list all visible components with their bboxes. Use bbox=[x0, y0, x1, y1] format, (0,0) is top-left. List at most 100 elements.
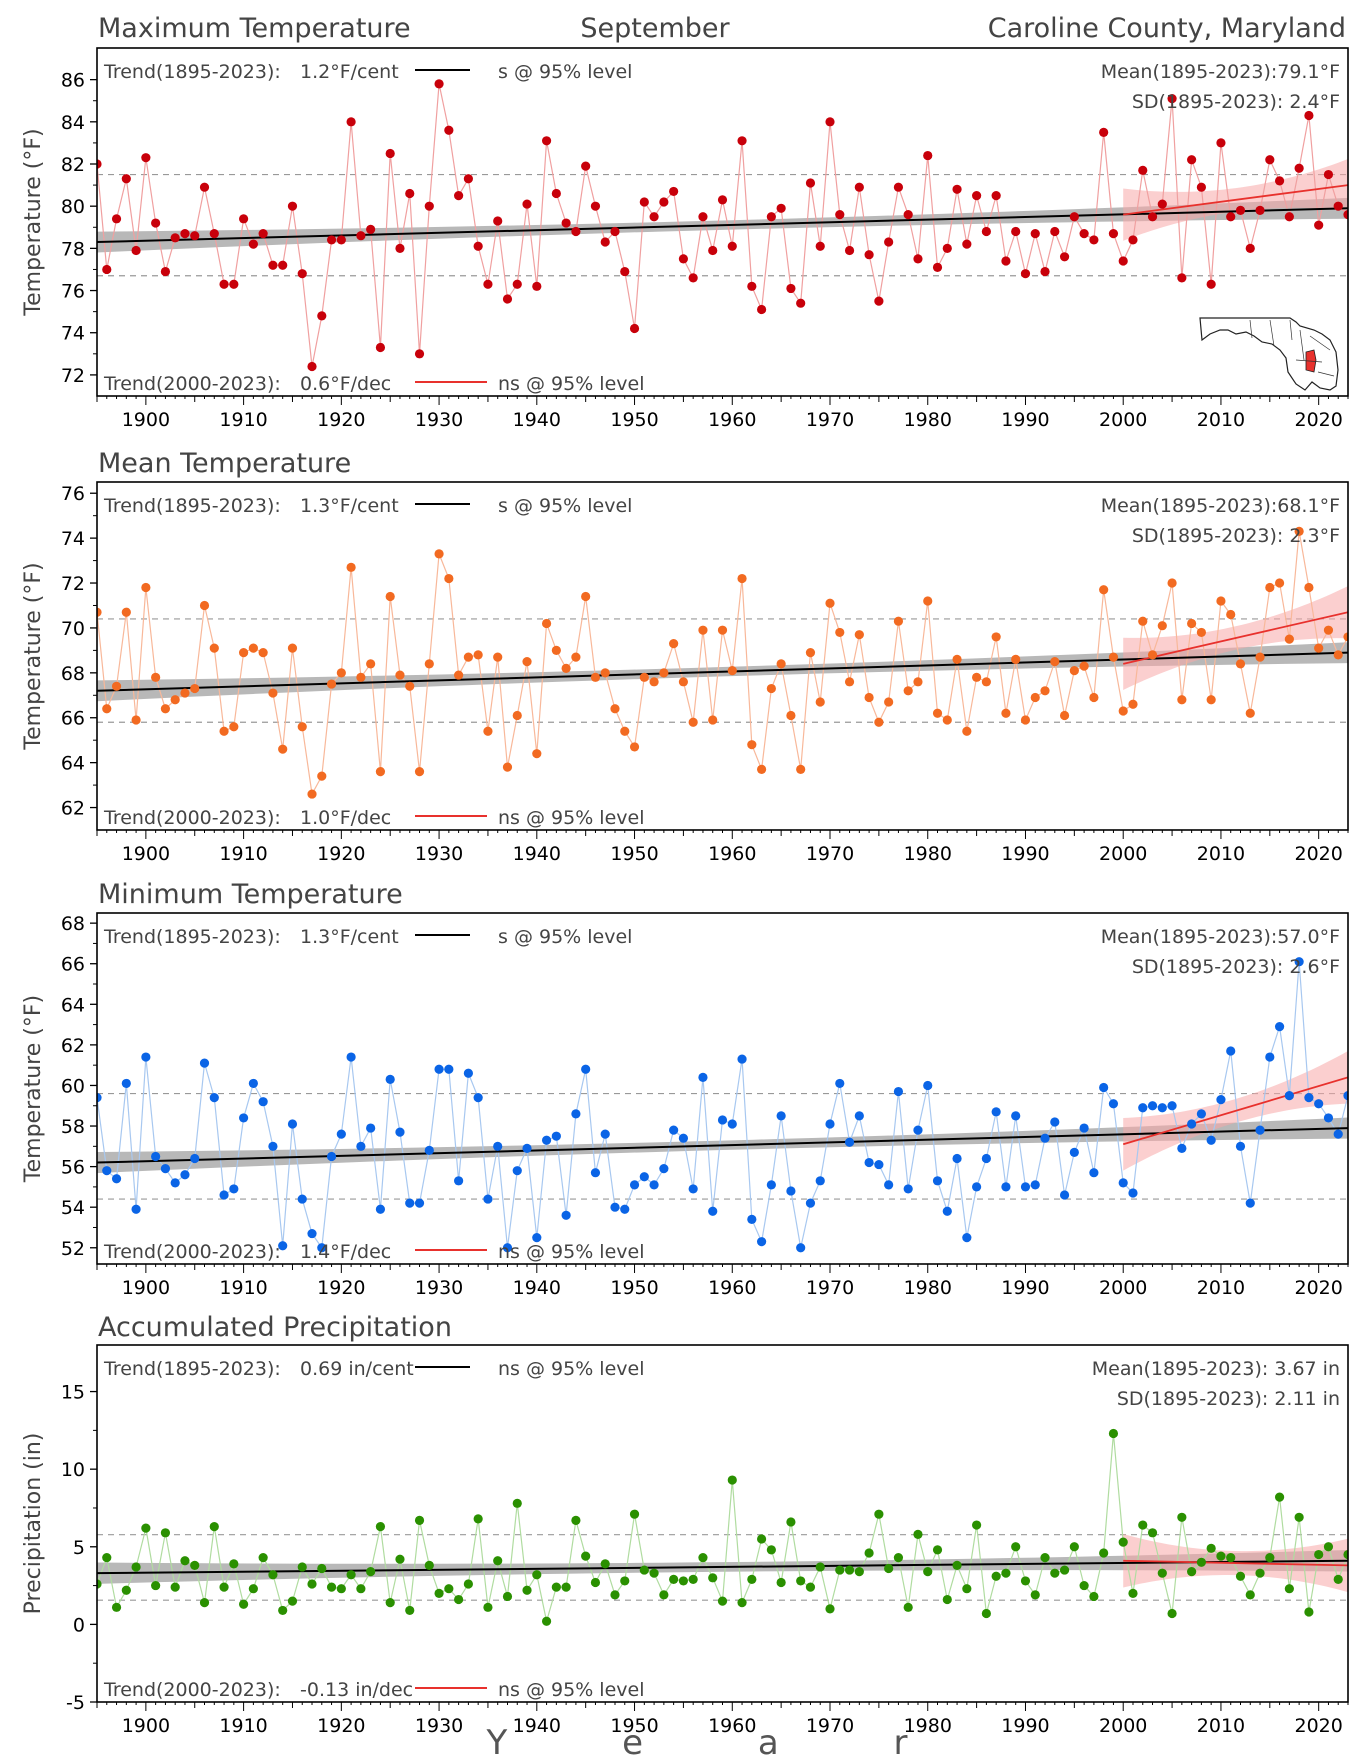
data-point-2003 bbox=[1147, 1528, 1158, 1538]
data-point-1940 bbox=[532, 749, 542, 759]
data-point-1938 bbox=[512, 279, 522, 289]
data-point-1969 bbox=[815, 1176, 825, 1186]
data-point-1943 bbox=[561, 1210, 571, 1220]
data-point-1970 bbox=[825, 1604, 835, 1614]
data-point-1962 bbox=[747, 1574, 757, 1584]
data-point-1997 bbox=[1089, 1591, 1099, 1602]
long-term-trend-line bbox=[97, 1559, 1348, 1575]
long-trend-label: Trend(1895-2023): bbox=[103, 61, 281, 83]
x-tick-label: 2000 bbox=[1099, 409, 1147, 431]
data-point-1947 bbox=[600, 668, 610, 678]
data-point-1990 bbox=[1020, 1182, 1031, 1192]
data-point-1986 bbox=[981, 1153, 991, 1164]
data-point-1958 bbox=[708, 245, 718, 256]
data-point-2020 bbox=[1314, 643, 1324, 653]
data-point-1993 bbox=[1050, 226, 1060, 237]
data-point-1954 bbox=[669, 1125, 679, 1135]
x-tick-label: 1930 bbox=[415, 843, 463, 865]
data-point-1962 bbox=[747, 740, 757, 750]
data-point-1919 bbox=[326, 679, 337, 689]
data-point-1913 bbox=[268, 688, 278, 698]
data-point-2007 bbox=[1187, 1567, 1197, 1577]
data-point-2000 bbox=[1118, 256, 1128, 266]
data-point-1975 bbox=[874, 1509, 884, 1519]
data-point-2022 bbox=[1333, 1129, 1343, 1139]
data-point-1966 bbox=[786, 710, 796, 721]
data-point-1994 bbox=[1059, 710, 1070, 721]
data-point-1942 bbox=[551, 188, 561, 199]
x-tick-label: 1930 bbox=[415, 1715, 463, 1737]
data-point-2010 bbox=[1216, 1551, 1226, 1561]
x-tick-label: 1970 bbox=[806, 843, 854, 865]
plot-area bbox=[97, 526, 1348, 799]
x-tick-label: 1970 bbox=[806, 1715, 854, 1737]
data-point-1971 bbox=[835, 627, 845, 638]
data-point-1935 bbox=[483, 1602, 493, 1612]
data-point-2014 bbox=[1255, 1125, 1265, 1135]
data-point-1955 bbox=[678, 1576, 689, 1586]
data-point-1951 bbox=[639, 672, 649, 682]
x-tick-label: 2010 bbox=[1197, 409, 1245, 431]
y-tick-label: 52 bbox=[61, 1238, 85, 1260]
data-point-1985 bbox=[972, 191, 982, 201]
sd-label: SD(1895-2023): 2.4°F bbox=[1132, 91, 1340, 113]
data-point-2020 bbox=[1314, 220, 1324, 230]
data-point-1929 bbox=[424, 1560, 434, 1571]
data-point-1946 bbox=[590, 201, 601, 211]
x-tick-label: 2010 bbox=[1197, 1715, 1245, 1737]
data-point-1943 bbox=[561, 663, 571, 673]
data-point-1896 bbox=[102, 1166, 112, 1176]
data-point-1919 bbox=[326, 1151, 337, 1162]
data-point-1943 bbox=[561, 218, 571, 228]
data-point-1932 bbox=[454, 1176, 464, 1186]
data-point-1949 bbox=[620, 726, 630, 736]
data-point-1944 bbox=[571, 226, 581, 237]
data-point-1922 bbox=[356, 1141, 366, 1151]
data-point-1931 bbox=[444, 1584, 454, 1594]
data-point-1923 bbox=[366, 659, 376, 669]
data-point-2011 bbox=[1226, 1046, 1236, 1056]
data-point-1945 bbox=[581, 161, 591, 171]
data-point-2013 bbox=[1245, 1590, 1255, 1600]
data-point-1948 bbox=[610, 226, 620, 237]
data-point-1955 bbox=[678, 677, 689, 687]
x-tick-label: 1910 bbox=[219, 1277, 267, 1299]
data-point-1946 bbox=[590, 672, 601, 682]
data-point-1976 bbox=[884, 1563, 894, 1574]
data-point-1996 bbox=[1079, 661, 1089, 671]
data-point-1972 bbox=[844, 1565, 855, 1575]
data-point-1971 bbox=[835, 1078, 845, 1089]
data-point-1918 bbox=[317, 311, 327, 321]
panel-4: Accumulated Precipitation -5 0 5 10 15 1900 191… bbox=[21, 1312, 1349, 1737]
data-point-2005 bbox=[1167, 1101, 1177, 1111]
data-point-1897 bbox=[111, 1602, 122, 1612]
x-tick-label: 2020 bbox=[1295, 843, 1343, 865]
data-point-1988 bbox=[1001, 708, 1011, 718]
data-point-1955 bbox=[678, 1133, 689, 1143]
data-point-1960 bbox=[727, 665, 737, 676]
data-point-1988 bbox=[1001, 1182, 1011, 1192]
data-point-2015 bbox=[1265, 1553, 1275, 1563]
data-point-1969 bbox=[815, 241, 825, 251]
data-point-1956 bbox=[688, 273, 698, 283]
data-point-1949 bbox=[620, 1204, 630, 1214]
data-point-2001 bbox=[1128, 1588, 1138, 1598]
x-tick-label: 2020 bbox=[1295, 409, 1343, 431]
y-tick-label: 62 bbox=[61, 1035, 85, 1057]
data-point-1906 bbox=[199, 1058, 210, 1068]
x-tick-label: 1980 bbox=[904, 1277, 952, 1299]
x-tick-label: 2020 bbox=[1295, 1715, 1343, 1737]
x-tick-label: 1970 bbox=[806, 1277, 854, 1299]
data-point-1930 bbox=[434, 79, 444, 89]
x-tick-label: 1960 bbox=[708, 409, 756, 431]
data-point-1953 bbox=[659, 668, 669, 678]
data-point-1936 bbox=[493, 652, 503, 662]
data-point-2001 bbox=[1128, 1188, 1138, 1198]
data-point-1959 bbox=[717, 1596, 728, 1606]
x-tick-label: 1930 bbox=[415, 1277, 463, 1299]
y-tick-label: 60 bbox=[61, 1075, 85, 1097]
y-tick-label: 80 bbox=[61, 196, 85, 218]
data-point-2013 bbox=[1245, 1198, 1255, 1208]
data-point-2020 bbox=[1314, 1099, 1324, 1109]
y-tick-label: 82 bbox=[61, 154, 85, 176]
